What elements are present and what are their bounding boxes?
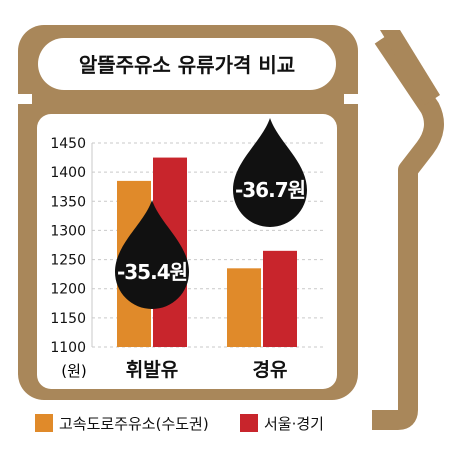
category-label: 휘발유 bbox=[126, 359, 178, 381]
oil-drop-shape bbox=[233, 118, 307, 227]
y-tick-label: 1250 bbox=[50, 253, 86, 269]
bar-seoul-diesel bbox=[263, 250, 297, 347]
legend-label: 고속도로주유소(수도권) bbox=[59, 415, 209, 433]
fuel-nozzle-icon bbox=[380, 30, 440, 105]
y-axis-ticks: 1100 1150 1200 1250 1300 1350 1400 1450 bbox=[50, 136, 86, 356]
category-label: 경유 bbox=[253, 359, 288, 381]
price-difference-label: -35.4원 bbox=[117, 260, 187, 284]
bar-highway-diesel bbox=[227, 268, 261, 347]
frame-notch-right bbox=[344, 94, 366, 104]
chart-title: 알뜰주유소 유류가격 비교 bbox=[79, 53, 295, 77]
price-difference-label: -36.7원 bbox=[235, 178, 305, 202]
y-tick-label: 1350 bbox=[50, 194, 86, 210]
y-tick-label: 1450 bbox=[50, 136, 86, 152]
legend-label: 서울·경기 bbox=[264, 415, 324, 433]
annotations: -35.4원 -36.7원 bbox=[115, 118, 307, 310]
y-tick-label: 1400 bbox=[50, 165, 86, 181]
legend-swatch bbox=[35, 414, 53, 432]
oil-drop-shape bbox=[115, 200, 190, 310]
category-labels: 휘발유 경유 bbox=[126, 359, 288, 381]
frame-notch-left bbox=[10, 94, 32, 104]
legend-swatch bbox=[240, 414, 258, 432]
y-tick-label: 1200 bbox=[50, 282, 86, 298]
y-unit-label: (원) bbox=[61, 362, 87, 380]
fuel-hose-icon bbox=[372, 32, 444, 430]
y-tick-label: 1100 bbox=[50, 340, 86, 356]
y-tick-label: 1150 bbox=[50, 311, 86, 327]
title-pill bbox=[38, 38, 336, 90]
y-tick-label: 1300 bbox=[50, 223, 86, 239]
legend: 고속도로주유소(수도권) 서울·경기 bbox=[35, 414, 324, 433]
